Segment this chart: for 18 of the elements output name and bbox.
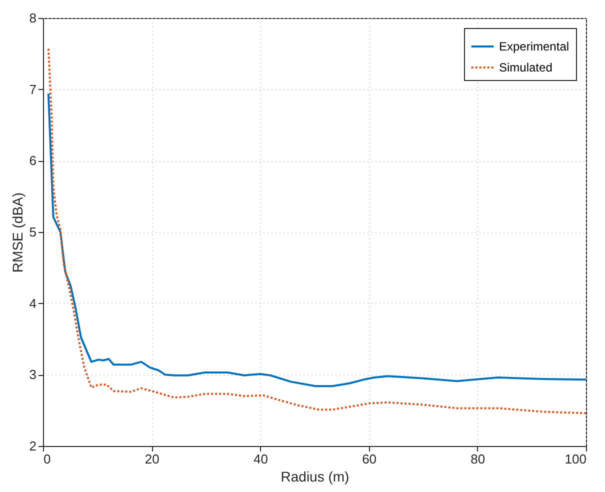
- y-tick-label: 2: [29, 438, 36, 454]
- x-tick-label: 20: [144, 452, 160, 466]
- line-series: [47, 92, 587, 388]
- x-tick-label: 60: [362, 452, 377, 466]
- x-tick-label: 40: [253, 452, 268, 466]
- legend-label: Simulated: [499, 60, 552, 74]
- y-tick-label: 4: [29, 296, 36, 311]
- y-tick-label: 6: [29, 153, 36, 168]
- x-tick-label: 80: [470, 452, 486, 466]
- legend-label: Experimental: [499, 40, 570, 54]
- y-tick-label: 7: [29, 82, 36, 97]
- x-tick-label: 0: [44, 452, 51, 466]
- y-tick-label: 3: [29, 367, 36, 382]
- y-tick-label: 8: [29, 10, 36, 26]
- y-tick-label: 5: [29, 224, 36, 240]
- x-tick-label: 100: [564, 452, 586, 466]
- x-axis-title: Radius (m): [280, 468, 350, 484]
- y-axis-title: RMSE (dBA): [9, 192, 26, 273]
